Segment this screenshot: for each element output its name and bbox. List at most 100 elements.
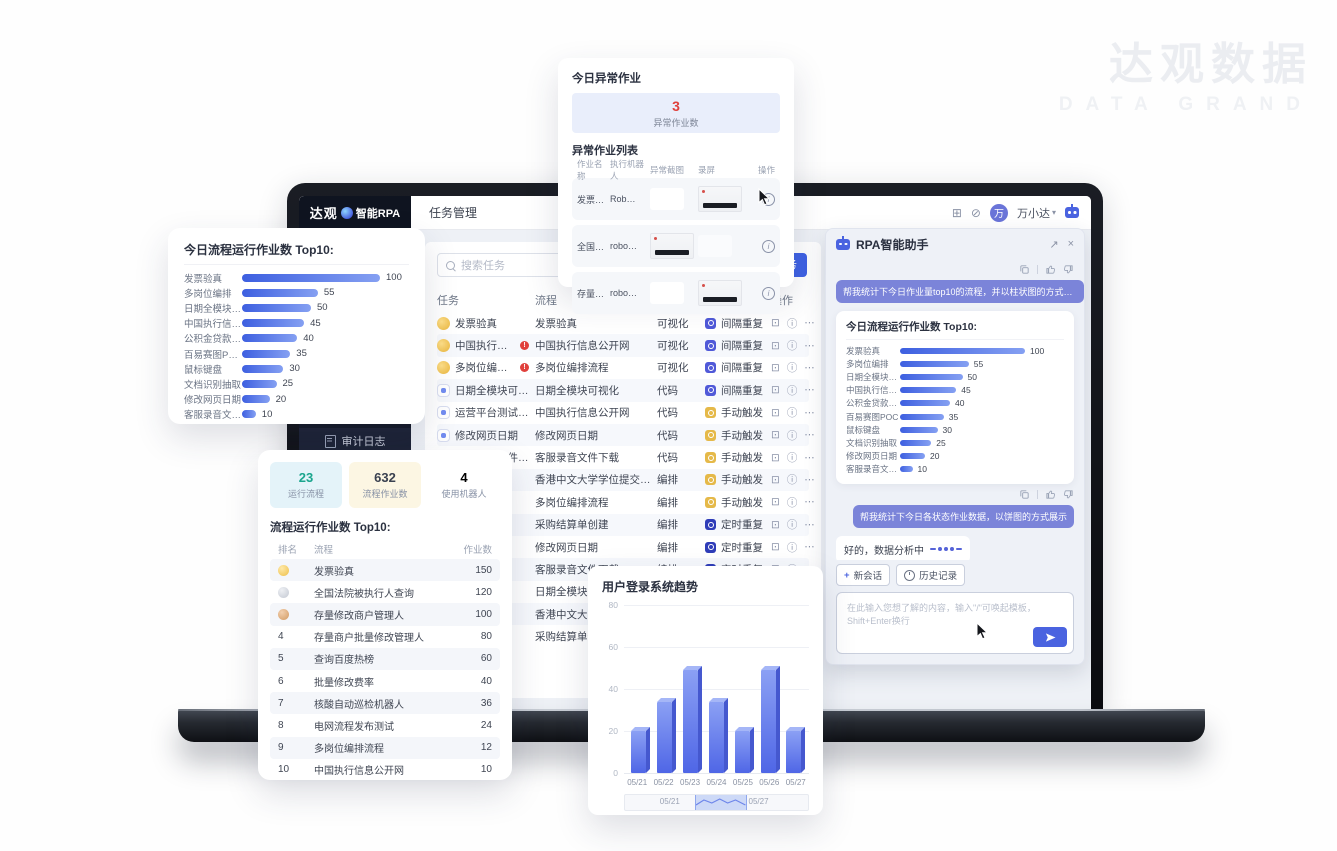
abnormal-count-label: 异常作业数 <box>653 117 699 128</box>
job-name: 存量… <box>577 288 605 299</box>
stat-tiles: 23 运行流程 632 流程作业数 4 使用机器人 <box>270 462 500 508</box>
more-icon[interactable]: ⋯ <box>804 361 815 374</box>
loading-dots-icon <box>930 547 962 552</box>
assistant-input[interactable] <box>845 599 1069 637</box>
bar-3d <box>734 731 750 773</box>
table-row[interactable]: 存量… robo… i <box>572 272 780 314</box>
help-icon[interactable]: ⊘ <box>970 205 981 220</box>
avatar[interactable]: 万 <box>989 203 1008 222</box>
close-icon[interactable]: × <box>1067 237 1074 250</box>
info-icon[interactable]: i <box>762 239 775 253</box>
x-axis-labels: 05/21 05/22 05/23 05/24 05/25 05/26 05/27 <box>624 778 809 787</box>
info-icon[interactable]: ⓘ <box>786 317 798 330</box>
media-cell <box>650 282 698 304</box>
thumb-down-icon[interactable] <box>1063 264 1074 275</box>
trigger-cell: 间隔重复 <box>705 360 771 375</box>
notebook-icon[interactable]: ⊞ <box>951 205 962 220</box>
screenshot-thumbnail[interactable] <box>650 233 694 259</box>
new-session-label: 新会话 <box>853 571 883 582</box>
flow-name: 中国执行信息公开网 <box>535 407 630 420</box>
new-session-button[interactable]: + 新会话 <box>836 564 891 586</box>
info-icon[interactable]: ⓘ <box>786 407 798 420</box>
assistant-launcher-icon[interactable] <box>1065 207 1079 218</box>
bar-label: 修改网页日期 <box>846 451 898 462</box>
info-icon[interactable]: ⓘ <box>786 429 798 442</box>
run-icon[interactable]: ⊡ <box>771 317 780 330</box>
info-icon[interactable]: ⓘ <box>786 496 798 509</box>
open-external-icon[interactable]: ↗ <box>1049 238 1059 251</box>
table-row[interactable]: 香港中文大学学位提交结果查… 编排 手动触发 ⊡ ⓘ <box>437 468 815 492</box>
more-icon[interactable]: ⋯ <box>804 317 815 330</box>
ranking-table-body: 1 发票验真 150 2 全国法院被执行人查询 120 3 <box>270 559 500 781</box>
flow-name: 香港中文大学学位提交结果查… <box>535 474 657 487</box>
user-menu[interactable]: 万小达 ▾ <box>1017 205 1056 221</box>
bar <box>242 379 277 388</box>
run-icon[interactable]: ⊡ <box>771 541 780 554</box>
table-row[interactable]: 采购结算单创建 编排 定时重复 ⊡ ⓘ <box>437 513 815 536</box>
more-icon[interactable]: ⋯ <box>804 541 815 554</box>
run-icon[interactable]: ⊡ <box>771 451 780 464</box>
bar-value: 30 <box>289 363 300 375</box>
screenshot-thumbnail[interactable] <box>698 280 742 306</box>
more-icon[interactable]: ⋯ <box>804 496 815 509</box>
table-row[interactable]: 多岗位编排流程 多岗位编排流程 可视化 间隔重复 <box>437 357 815 379</box>
more-icon[interactable]: ⋯ <box>804 451 815 464</box>
send-button[interactable] <box>1033 627 1067 647</box>
table-row[interactable]: 日期全模块可视化 日期全模块可视化 代码 间隔重复 <box>437 379 815 402</box>
flow-type: 编排 <box>657 496 678 509</box>
slider-selected-range[interactable] <box>695 795 747 810</box>
info-icon[interactable]: ⓘ <box>786 384 798 397</box>
run-icon[interactable]: ⊡ <box>771 384 780 397</box>
table-row[interactable]: 中国执行信息公开网 中国执行信息公开网 可视化 间隔重复 <box>437 334 815 357</box>
screenshot-thumbnail[interactable] <box>698 186 742 212</box>
info-icon[interactable]: ⓘ <box>786 474 798 487</box>
rank-number: 5 <box>278 653 284 665</box>
run-icon[interactable]: ⊡ <box>771 473 780 486</box>
data-zoom-slider[interactable]: 05/21 05/27 <box>624 794 809 811</box>
info-icon[interactable]: ⓘ <box>786 340 798 353</box>
more-icon[interactable]: ⋯ <box>804 384 815 397</box>
info-icon[interactable]: ⓘ <box>786 519 798 532</box>
media-cell <box>698 235 754 257</box>
table-row[interactable]: 运营平台测试流程 中国执行信息公开网 代码 手动触发 <box>437 402 815 424</box>
run-icon[interactable]: ⊡ <box>771 518 780 531</box>
table-row[interactable]: 修改网页日期 编排 定时重复 ⊡ ⓘ <box>437 536 815 558</box>
stat-tile: 632 流程作业数 <box>349 462 421 508</box>
table-row[interactable]: 发票… Rob… i <box>572 178 780 220</box>
thumb-down-icon[interactable] <box>1063 489 1074 500</box>
thumb-up-icon[interactable] <box>1045 264 1056 275</box>
history-button[interactable]: 历史记录 <box>896 564 966 586</box>
bar-value: 40 <box>303 332 314 344</box>
table-row[interactable]: 修改网页日期 修改网页日期 代码 手动触发 <box>437 423 815 447</box>
more-icon[interactable]: ⋯ <box>804 406 815 419</box>
task-cell: 日期全模块可视化 <box>437 383 535 398</box>
more-icon[interactable]: ⋯ <box>804 429 815 442</box>
run-icon[interactable]: ⊡ <box>771 429 780 442</box>
run-icon[interactable]: ⊡ <box>771 496 780 509</box>
abnormal-table-header: 作业名称 执行机器人 异常截图 录屏 操作 <box>572 159 780 181</box>
info-icon[interactable]: i <box>762 286 775 300</box>
sidebar-item-audit-log[interactable]: 审计日志 <box>299 428 411 454</box>
run-icon[interactable]: ⊡ <box>771 339 780 352</box>
flow-name: 电网流程发布测试 <box>314 721 394 733</box>
bar-value: 35 <box>296 348 307 360</box>
copy-icon[interactable] <box>1019 264 1030 275</box>
more-icon[interactable]: ⋯ <box>804 339 815 352</box>
table-row[interactable]: 全国… robo… i <box>572 225 780 267</box>
menu-task-management[interactable]: 任务管理 <box>429 206 478 220</box>
info-icon[interactable]: ⓘ <box>786 362 798 375</box>
table-row[interactable]: 发票验真 发票验真 可视化 间隔重复 <box>437 312 815 334</box>
task-icon <box>437 406 450 420</box>
abnormal-jobs-card: 今日异常作业 3 异常作业数 异常作业列表 作业名称 执行机器人 异常截图 录屏… <box>558 58 794 314</box>
info-icon[interactable]: ⓘ <box>786 541 798 554</box>
info-icon[interactable]: ⓘ <box>786 452 798 465</box>
table-row[interactable]: 多岗位编排流程 编排 手动触发 ⊡ ⓘ <box>437 491 815 513</box>
task-icon <box>437 383 450 397</box>
run-icon[interactable]: ⊡ <box>771 361 780 374</box>
copy-icon[interactable] <box>1019 489 1030 500</box>
more-icon[interactable]: ⋯ <box>804 473 815 486</box>
run-icon[interactable]: ⊡ <box>771 406 780 419</box>
thumb-up-icon[interactable] <box>1045 489 1056 500</box>
bar-value: 25 <box>282 378 294 390</box>
more-icon[interactable]: ⋯ <box>804 518 815 531</box>
